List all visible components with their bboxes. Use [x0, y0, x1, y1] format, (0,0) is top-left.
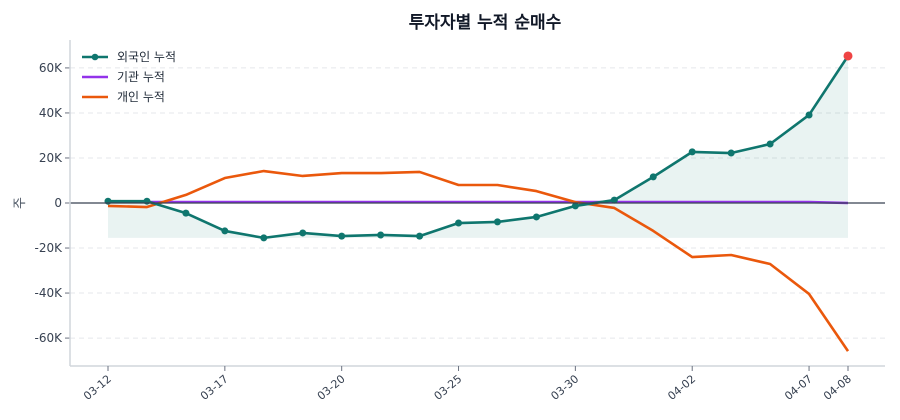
- data-point: [805, 111, 813, 119]
- data-point: [727, 149, 735, 157]
- data-point: [532, 213, 540, 221]
- data-point: [377, 231, 385, 239]
- series-line: [108, 200, 849, 205]
- data-point: [182, 209, 190, 217]
- y-tick-label: 20K: [39, 151, 63, 165]
- data-point: [143, 197, 151, 205]
- y-tick-label: 60K: [39, 61, 63, 75]
- chart-title: 투자자별 누적 순매수: [409, 13, 562, 33]
- y-tick-label: -40K: [35, 286, 64, 300]
- data-point: [571, 202, 579, 210]
- series-fill-area: [108, 55, 848, 238]
- data-point: [766, 140, 774, 148]
- series-line: [107, 169, 850, 352]
- data-point: [610, 196, 618, 204]
- data-point: [688, 148, 696, 156]
- y-tick-label: 0: [54, 196, 62, 210]
- x-tick-label: 03-12: [81, 372, 114, 403]
- y-tick-label: -20K: [35, 241, 64, 255]
- legend-marker: [91, 53, 99, 61]
- data-point: [104, 197, 112, 205]
- data-point: [493, 218, 501, 226]
- legend-label: 외국인 누적: [117, 50, 176, 64]
- series-line: [108, 55, 850, 240]
- legend-label: 기관 누적: [117, 70, 165, 84]
- x-tick-label: 04-07: [782, 372, 815, 403]
- x-tick-label: 04-02: [665, 372, 698, 403]
- legend-label: 개인 누적: [117, 90, 165, 104]
- y-tick-label: -60K: [35, 331, 64, 345]
- x-tick-label: 03-17: [198, 372, 231, 403]
- x-tick-label: 03-30: [548, 372, 581, 403]
- last-point-marker: [843, 51, 853, 61]
- data-point: [455, 219, 463, 227]
- data-point: [260, 234, 268, 242]
- y-axis-label: 주: [13, 197, 28, 209]
- data-point: [221, 227, 229, 235]
- data-point: [338, 232, 346, 240]
- data-point: [649, 173, 657, 181]
- data-point: [299, 229, 307, 237]
- y-tick-label: 40K: [39, 106, 63, 120]
- x-tick-label: 03-25: [432, 372, 465, 403]
- x-tick-label: 03-20: [315, 372, 348, 403]
- data-point: [416, 232, 424, 240]
- x-tick-label: 04-08: [821, 372, 854, 403]
